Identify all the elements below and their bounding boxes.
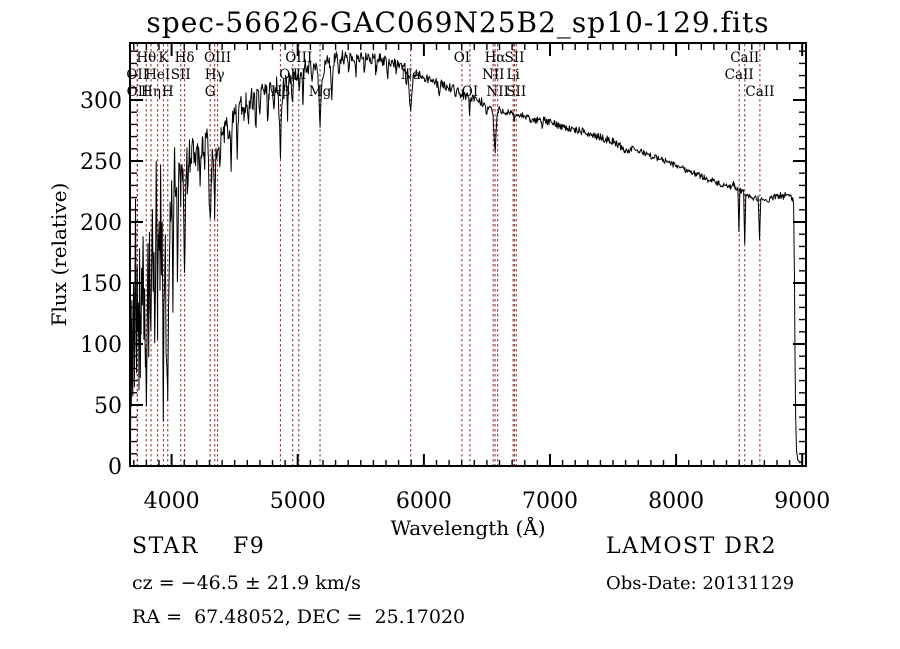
spectral-line-label-OIII: OIII	[279, 67, 306, 83]
spectral-line-label-SII: SII	[171, 67, 191, 83]
x-tick-label: 4000	[144, 489, 200, 514]
cz-velocity: cz = −46.5 ± 21.9 km/s	[132, 572, 361, 594]
object-class-and-subclass: STAR F9	[132, 534, 266, 559]
spectral-line-label-Hβ: Hβ	[271, 84, 291, 100]
y-tick-label: 150	[80, 272, 122, 297]
spectral-line-label-Hγ: Hγ	[205, 67, 225, 83]
major-ticks	[131, 44, 805, 467]
spectral-line-label-NII: NII	[482, 67, 504, 83]
spectral-line-label-NII: NII	[486, 84, 508, 100]
spectral-line-label-OIII: OIII	[285, 50, 312, 66]
spectral-line-label-Na: Na	[401, 67, 421, 83]
spectral-line-label-G: G	[205, 84, 216, 100]
x-tick-label: 9000	[774, 489, 830, 514]
spectral-line-label-OII: OII	[126, 67, 148, 83]
footer-right: LAMOST DR2 Obs-Date: 20131129	[606, 534, 794, 594]
minor-ticks	[131, 44, 805, 466]
spectrum-path	[131, 50, 803, 465]
plot-title: spec-56626-GAC069N25B2_sp10-129.fits	[146, 6, 770, 39]
footer-left: STAR F9 cz = −46.5 ± 21.9 km/s RA = 67.4…	[132, 534, 465, 628]
plot-box	[129, 42, 807, 467]
spectral-line-label-Hδ: Hδ	[175, 50, 195, 66]
spectral-line-label-K: K	[158, 50, 169, 66]
y-tick-label: 0	[108, 455, 122, 480]
y-tick-label: 200	[80, 211, 122, 236]
spectral-line-label-Hθ: Hθ	[136, 50, 156, 66]
spectral-line-label-CaII: CaII	[730, 50, 759, 66]
obs-date: Obs-Date: 20131129	[606, 573, 795, 594]
x-tick-label: 5000	[270, 489, 326, 514]
x-tick-label: 8000	[648, 489, 704, 514]
spectral-line-label-Hη: Hη	[141, 84, 161, 100]
spectral-line-label-CaII: CaII	[725, 67, 754, 83]
x-axis-label: Wavelength (Å)	[390, 515, 545, 540]
ra-dec-coordinates: RA = 67.48052, DEC = 25.17020	[132, 606, 466, 628]
y-tick-label: 100	[80, 333, 122, 358]
x-tick-label: 6000	[396, 489, 452, 514]
spectral-line-label-Mg: Mg	[309, 84, 332, 100]
spectral-line-label-OI: OI	[462, 84, 478, 100]
spectral-line-label-SII: SII	[504, 50, 524, 66]
spectral-line-label-OI: OI	[454, 50, 470, 66]
spectral-line-label-HeI: HeI	[145, 67, 170, 83]
spectral-line-label-CaII: CaII	[745, 84, 774, 100]
x-tick-label: 7000	[522, 489, 578, 514]
spectral-line-label-OIII: OIII	[204, 50, 231, 66]
spectral-line-label-Li: Li	[506, 67, 520, 83]
y-tick-label: 250	[80, 150, 122, 175]
y-tick-label: 300	[80, 89, 122, 114]
y-tick-label: 50	[94, 394, 122, 419]
spectral-line-label-Hα: Hα	[485, 50, 506, 66]
survey-release: LAMOST DR2	[606, 534, 777, 559]
spectral-line-label-SII: SII	[506, 84, 526, 100]
spectral-line-label-OII: OII	[127, 84, 149, 100]
y-axis-label: Flux (relative)	[47, 183, 71, 327]
spectral-line-label-H: H	[162, 84, 174, 100]
